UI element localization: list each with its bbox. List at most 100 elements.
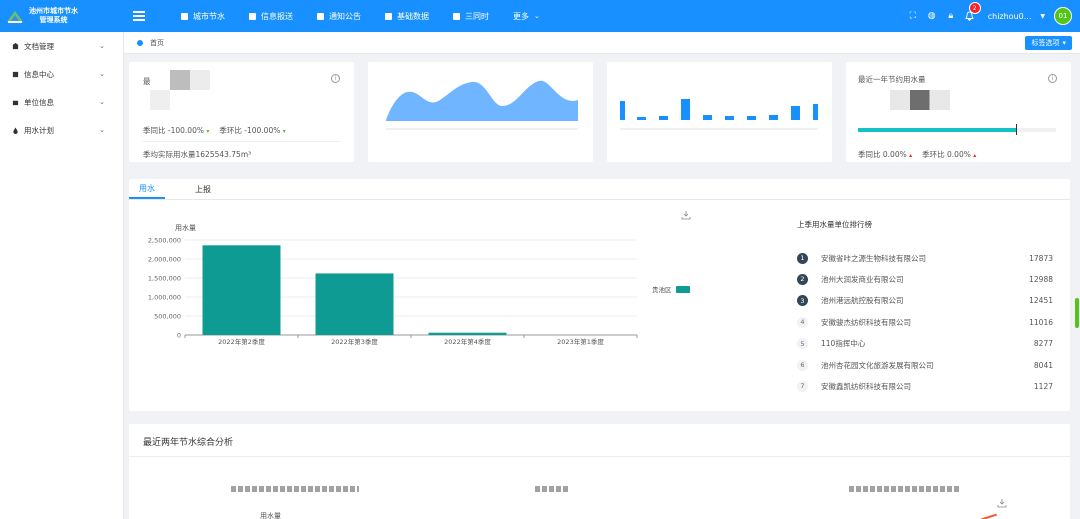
analysis-title: 最近两年节水综合分析 (143, 438, 234, 448)
notice-icon (317, 12, 324, 20)
ranking-row: 7 安徽鑫凯纺织科技有限公司 1127 (797, 379, 1053, 393)
blurred-value (890, 90, 950, 110)
user-dropdown-icon[interactable]: ▼ (1040, 12, 1045, 20)
chevron-down-icon: ⌄ (99, 42, 105, 50)
app-logo[interactable]: 池州市城市节水 管理系统 (0, 0, 124, 32)
cut-off-label (849, 486, 959, 492)
y-tick-label: 1,500,000 (148, 275, 181, 283)
qoq-stat: 季环比 0.00% ▴ (922, 150, 977, 159)
nav-label: 信息报送 (261, 11, 293, 21)
username[interactable]: chizhou0... (987, 11, 1032, 21)
water-usage-panel: 用水 上报 用水量 0 500,000 1,000,000 1,500,000 2,000… (129, 179, 1070, 411)
send-icon (249, 12, 256, 20)
breadcrumb-dot-icon (137, 39, 143, 46)
ranking-title: 上季用水量单位排行榜 (797, 220, 872, 229)
divider (129, 456, 1070, 457)
card-compare-line: 季同比 0.00% ▴ 季环比 0.00% ▴ (858, 149, 976, 160)
bar (202, 245, 281, 335)
rank-company-name: 安徽鑫凯纺织科技有限公司 (821, 381, 911, 391)
qoq-stat: 季环比 -100.00% ▾ (219, 126, 286, 135)
ranking-row: 5 110指挥中心 8277 (797, 337, 1053, 351)
top-navbar: 池州市城市节水 管理系统 城市节水 信息报送 通知公告 基础数据 三同时 更多 ⌄… (0, 0, 1080, 32)
x-tick-label: 2022年第4季度 (444, 337, 491, 346)
breadcrumb-home[interactable]: 首页 (150, 38, 164, 47)
grid-icon (453, 12, 460, 20)
app-title: 池州市城市节水 管理系统 (29, 7, 78, 25)
rank-number: 4 (797, 316, 808, 328)
ranking-row: 4 安徽骏杰纺织科技有限公司 11016 (797, 315, 1053, 329)
sidebar-item-docs[interactable]: 文档管理 ⌄ (0, 32, 123, 60)
nav-item-more[interactable]: 更多 ⌄ (501, 11, 552, 22)
info-icon[interactable]: i (1048, 74, 1057, 83)
y-tick-label: 1,000,000 (148, 294, 181, 302)
rank-number: 1 (797, 252, 808, 264)
rank-value: 11016 (1029, 317, 1053, 327)
building-icon (181, 12, 188, 20)
card-footer-text: 季均实际用水量1625543.75m³ (143, 150, 252, 159)
cut-off-label (231, 486, 359, 492)
tag-options-button[interactable]: 标签选项 ▾ (1025, 36, 1072, 50)
chevron-down-icon: ▾ (1062, 39, 1066, 47)
x-tick-label: 2022年第3季度 (331, 337, 378, 346)
tag-options-label: 标签选项 (1031, 39, 1060, 47)
rank-value: 1127 (1033, 381, 1053, 391)
x-tick-label: 2022年第2季度 (218, 337, 265, 346)
nav-item-notice[interactable]: 通知公告 (305, 11, 373, 22)
yoy-stat: 季同比 -100.00% ▾ (143, 126, 210, 135)
legend-label: 贵池区 (652, 285, 672, 294)
sidebar-item-info-center[interactable]: 信息中心 ⌄ (0, 60, 123, 88)
mini-bar (747, 116, 756, 120)
bell-icon[interactable]: 2 (965, 2, 981, 21)
tab-water-usage[interactable]: 用水 (129, 179, 165, 199)
sidebar: 文档管理 ⌄ 信息中心 ⌄ 单位信息 ⌄ 用水计划 ⌄ (0, 32, 124, 519)
nav-label: 三同时 (465, 11, 489, 21)
main-nav: 城市节水 信息报送 通知公告 基础数据 三同时 更多 ⌄ (169, 11, 552, 22)
menu-toggle-icon[interactable] (133, 11, 145, 21)
stat-card-wave (368, 62, 593, 162)
logo-icon (7, 11, 23, 23)
stat-card-quarterly: 最 i 季同比 -100.00% ▾ 季环比 -100.00% ▾ 季均实际用水… (129, 62, 354, 162)
avatar[interactable]: 01 (1054, 7, 1072, 25)
rank-number: 5 (797, 338, 808, 350)
ranking-row: 1 安徽省咔之源生物科技有限公司 17873 (797, 251, 1053, 265)
rank-company-name: 池州杏花园文化旅游发展有限公司 (821, 360, 934, 370)
stat-card-minibars (607, 62, 832, 162)
analysis-ylabel: 用水量 (260, 512, 281, 519)
card-title: 最 (143, 77, 151, 86)
legend-swatch (676, 286, 690, 293)
nav-item-base-data[interactable]: 基础数据 (373, 11, 441, 22)
rank-value: 12451 (1029, 296, 1053, 306)
fullscreen-icon[interactable]: ⛶ (909, 11, 916, 21)
nav-label: 更多 (513, 11, 529, 21)
notification-badge: 2 (968, 2, 981, 14)
nav-item-urban-water[interactable]: 城市节水 (169, 11, 237, 22)
card-title: 最近一年节约用水量 (858, 75, 926, 84)
progress-track (858, 128, 1056, 132)
bar (428, 332, 507, 335)
nav-item-three-simultaneous[interactable]: 三同时 (441, 11, 501, 22)
chevron-down-icon: ⌄ (99, 70, 105, 78)
sidebar-item-water-plan[interactable]: 用水计划 ⌄ (0, 116, 123, 144)
download-icon[interactable] (997, 498, 1007, 508)
rank-number: 6 (797, 359, 808, 371)
rank-value: 12988 (1029, 274, 1053, 284)
y-axis-label: 用水量 (175, 223, 196, 232)
mini-bar (659, 116, 668, 120)
divider (143, 141, 341, 142)
red-mark (981, 513, 997, 519)
tab-report[interactable]: 上报 (195, 184, 211, 194)
chevron-down-icon: ⌄ (99, 126, 105, 134)
wave-chart (386, 80, 578, 130)
scrollbar-thumb[interactable] (1075, 298, 1079, 328)
nav-label: 通知公告 (329, 11, 361, 21)
rank-value: 17873 (1029, 253, 1053, 263)
info-icon[interactable]: i (331, 74, 340, 83)
globe-icon[interactable]: ◍ (927, 11, 936, 21)
y-tick-label: 500,000 (154, 313, 181, 321)
download-icon[interactable] (681, 210, 691, 220)
sidebar-item-unit-info[interactable]: 单位信息 ⌄ (0, 88, 123, 116)
rank-company-name: 池州大润发商业有限公司 (821, 274, 904, 284)
nav-item-info-report[interactable]: 信息报送 (237, 11, 305, 22)
rank-number: 2 (797, 273, 808, 285)
lock-icon[interactable]: 🔒︎ (948, 11, 954, 21)
